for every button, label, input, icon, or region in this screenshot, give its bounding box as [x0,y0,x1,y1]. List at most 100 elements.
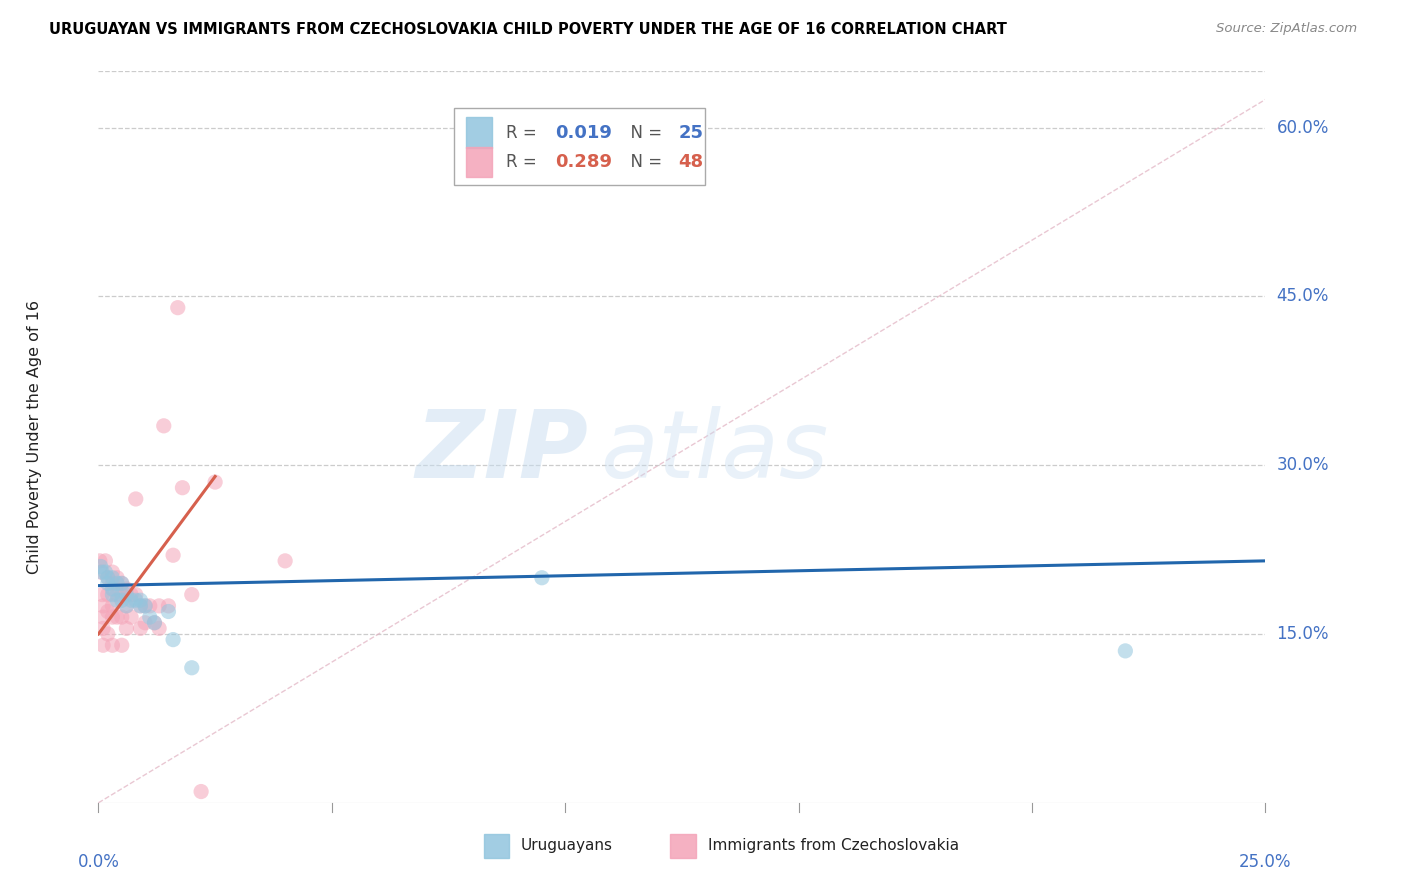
Text: 60.0%: 60.0% [1277,119,1329,136]
Point [274,554,297,568]
Point [115,621,138,635]
Point [97,571,120,585]
Text: 25: 25 [679,124,703,142]
Point [101,571,124,585]
Point [125,491,148,506]
Point [111,576,134,591]
Point [111,593,134,607]
Point [134,599,156,613]
Point [101,582,124,596]
Point [105,576,128,591]
Point [94,565,117,579]
Point [101,588,124,602]
Point [166,301,188,315]
Point [129,599,152,613]
Text: Source: ZipAtlas.com: Source: ZipAtlas.com [1216,22,1357,36]
Point [111,576,134,591]
Text: atlas: atlas [600,406,828,497]
Text: N =: N = [620,124,668,142]
Point [91,610,114,624]
Point [97,605,120,619]
Text: 25.0%: 25.0% [1239,854,1292,871]
Point [90,559,112,574]
Point [148,621,170,635]
Point [120,588,142,602]
Point [91,621,114,635]
Point [148,599,170,613]
Point [1114,644,1136,658]
Point [180,661,202,675]
Point [120,593,142,607]
Point [162,548,184,562]
Point [91,599,114,613]
Text: N =: N = [620,153,668,171]
Point [139,610,162,624]
Text: Uruguayans: Uruguayans [520,838,613,854]
Text: Immigrants from Czechoslovakia: Immigrants from Czechoslovakia [707,838,959,854]
Text: 15.0%: 15.0% [1277,625,1329,643]
Text: 0.0%: 0.0% [77,854,120,871]
Bar [484,834,509,858]
Text: R =: R = [506,124,541,142]
Point [101,610,124,624]
Point [143,615,166,630]
Point [91,638,114,652]
Point [190,784,212,798]
Text: 30.0%: 30.0% [1277,456,1329,475]
Bar [465,118,492,148]
Point [89,554,111,568]
Text: R =: R = [506,153,541,171]
Point [115,582,138,596]
Bar [671,834,696,858]
Point [97,588,120,602]
Point [115,588,138,602]
Point [94,554,117,568]
Point [129,621,152,635]
Text: ZIP: ZIP [416,406,589,498]
Point [105,593,128,607]
Point [111,588,134,602]
Point [134,599,156,613]
Point [105,588,128,602]
Text: 48: 48 [679,153,703,171]
Point [134,615,156,630]
Point [111,610,134,624]
Point [115,599,138,613]
Point [125,593,148,607]
Point [162,632,184,647]
Point [152,418,174,433]
Point [90,565,112,579]
Point [129,593,152,607]
Point [97,571,120,585]
Point [97,576,120,591]
Point [105,571,128,585]
Point [172,481,194,495]
Point [120,610,142,624]
Point [530,571,553,585]
FancyBboxPatch shape [454,108,706,185]
Point [143,615,166,630]
Point [129,599,152,613]
Point [101,576,124,591]
Point [101,599,124,613]
Text: Child Poverty Under the Age of 16: Child Poverty Under the Age of 16 [27,300,42,574]
Text: 0.019: 0.019 [555,124,612,142]
Point [180,588,202,602]
Point [204,475,226,489]
Point [115,599,138,613]
Point [91,588,114,602]
Point [105,610,128,624]
Text: 0.289: 0.289 [555,153,612,171]
Point [125,588,148,602]
Bar [465,146,492,178]
Point [91,565,114,579]
Point [157,599,180,613]
Text: URUGUAYAN VS IMMIGRANTS FROM CZECHOSLOVAKIA CHILD POVERTY UNDER THE AGE OF 16 CO: URUGUAYAN VS IMMIGRANTS FROM CZECHOSLOVA… [49,22,1007,37]
Text: 45.0%: 45.0% [1277,287,1329,305]
Point [157,605,180,619]
Point [101,638,124,652]
Point [97,627,120,641]
Point [139,599,162,613]
Point [111,638,134,652]
Point [101,565,124,579]
